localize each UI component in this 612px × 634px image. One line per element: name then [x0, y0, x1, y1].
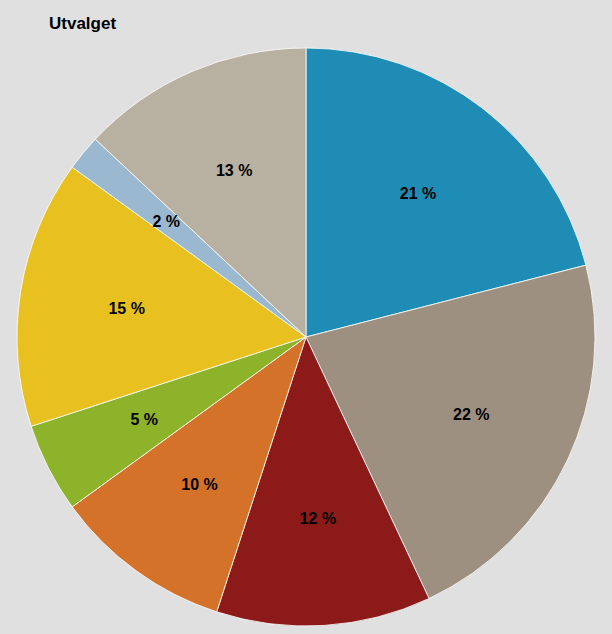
svg-text:21 %: 21 % [400, 185, 436, 202]
svg-text:12 %: 12 % [300, 510, 336, 527]
svg-text:10 %: 10 % [181, 476, 217, 493]
html-text:Utvalget: Utvalget [49, 14, 117, 33]
svg-text:15 %: 15 % [108, 300, 144, 317]
svg-text:13 %: 13 % [216, 162, 252, 179]
svg-text:2 %: 2 % [152, 213, 180, 230]
svg-text:5 %: 5 % [130, 411, 158, 428]
svg-text:22 %: 22 % [453, 406, 489, 423]
